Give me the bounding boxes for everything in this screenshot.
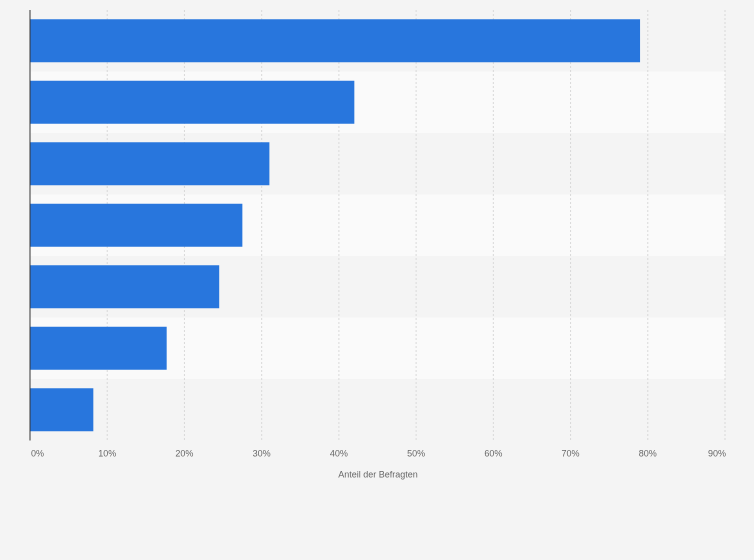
x-tick-label: 60% — [484, 449, 502, 459]
x-tick-label: 90% — [708, 449, 726, 459]
bar — [30, 388, 94, 432]
bars — [30, 19, 641, 432]
bar — [30, 265, 220, 309]
x-tick-label: 40% — [330, 449, 348, 459]
bar — [30, 19, 641, 63]
bar — [30, 326, 167, 370]
x-tick-label: 50% — [407, 449, 425, 459]
bar — [30, 142, 270, 186]
x-tick-label: 70% — [562, 449, 580, 459]
x-axis-ticks: 0% 10% 20% 30% 40% 50% 60% 70% 80% 90% — [31, 449, 726, 459]
row-band — [30, 379, 725, 441]
bar — [30, 80, 355, 124]
x-tick-label: 20% — [175, 449, 193, 459]
x-tick-label: 80% — [639, 449, 657, 459]
x-tick-label: 30% — [253, 449, 271, 459]
x-tick-label: 0% — [31, 449, 44, 459]
x-axis-title: Anteil der Befragten — [338, 470, 418, 480]
x-tick-label: 10% — [98, 449, 116, 459]
bar — [30, 203, 243, 247]
